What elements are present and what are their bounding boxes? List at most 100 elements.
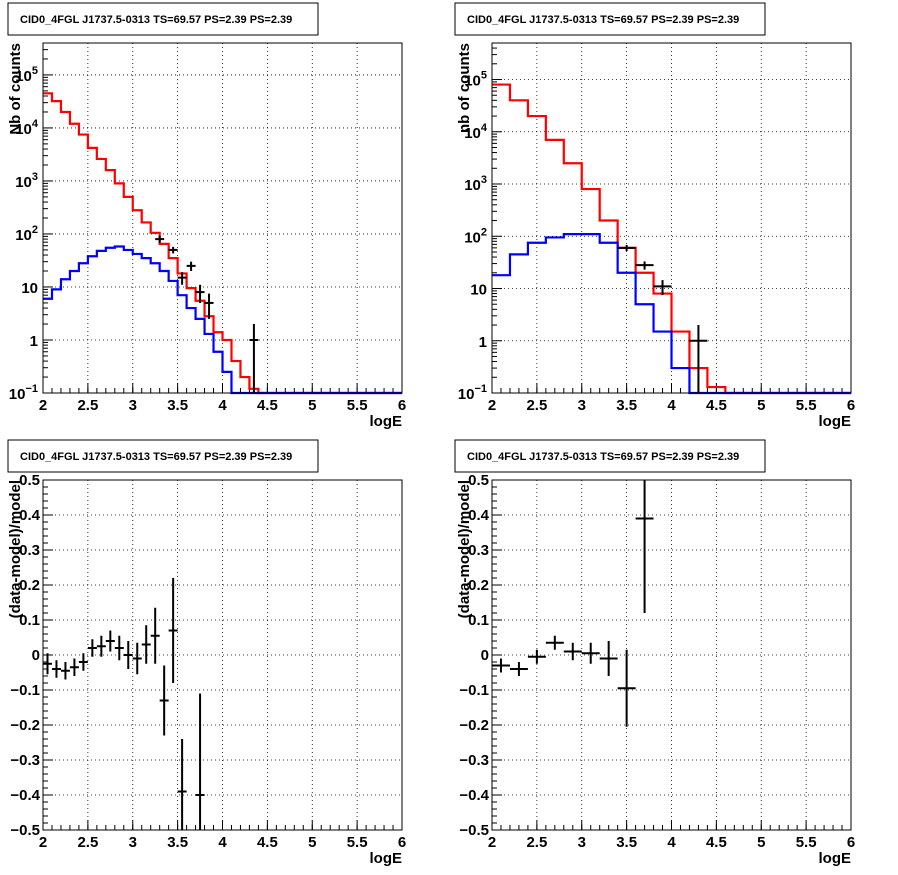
x-axis-label: logE <box>370 413 403 430</box>
data-point <box>141 625 151 664</box>
data-point <box>635 480 654 613</box>
title-box <box>454 439 766 473</box>
data-point <box>69 658 79 676</box>
data-point <box>204 293 214 319</box>
data-point <box>249 324 259 393</box>
data-point <box>527 649 546 664</box>
y-tick-exponent: 5 <box>481 70 487 82</box>
data-point <box>581 642 600 664</box>
x-tick-label: 5.5 <box>796 397 817 414</box>
data-point <box>177 272 187 285</box>
data-point <box>123 641 133 669</box>
x-tick-label: 2 <box>39 397 47 414</box>
y-tick-label: −0.4 <box>459 787 489 804</box>
y-tick-label: 0.4 <box>19 507 41 524</box>
y-tick-label: 0.5 <box>468 472 489 489</box>
data-point <box>114 635 124 661</box>
y-axis-label: (data-model)/model <box>456 480 473 618</box>
data-point <box>60 662 70 680</box>
y-tick-label: −0.2 <box>10 717 40 734</box>
data-point <box>599 641 618 676</box>
x-tick-label: 4.5 <box>706 397 727 414</box>
y-tick-label: 0.2 <box>468 577 489 594</box>
y-tick-exponent: 4 <box>32 118 39 130</box>
y-tick-label: −0.4 <box>10 787 40 804</box>
data-point <box>168 246 178 254</box>
x-tick-label: 2 <box>488 397 496 414</box>
data-point <box>51 660 61 678</box>
y-tick-base: 10 <box>464 229 481 246</box>
y-tick-exponent: 4 <box>481 122 488 134</box>
y-tick-exponent: −1 <box>474 383 487 395</box>
panel-bottom-left-residuals: CID0_4FGL J1737.5-0313 TS=69.57 PS=2.39 … <box>7 439 406 867</box>
model-step-series-0 <box>43 92 402 395</box>
panel-bottom-right-residuals: CID0_4FGL J1737.5-0313 TS=69.57 PS=2.39 … <box>454 439 855 867</box>
x-tick-label: 2 <box>488 834 496 851</box>
data-point <box>132 642 142 675</box>
y-tick-base: 10 <box>464 73 481 90</box>
y-tick-base: 10 <box>464 125 481 142</box>
x-tick-label: 3.5 <box>616 834 637 851</box>
y-tick-base: 1 <box>479 334 487 351</box>
model-step-series-1 <box>492 232 851 395</box>
x-tick-label: 2.5 <box>526 397 547 414</box>
y-tick-base: 10 <box>15 174 32 191</box>
data-point <box>509 662 528 676</box>
x-tick-label: 5.5 <box>796 834 817 851</box>
data-point <box>155 235 165 243</box>
x-tick-label: 4.5 <box>257 397 278 414</box>
y-tick-base: 10 <box>470 282 487 299</box>
y-axis-label: Nb of counts <box>7 43 24 135</box>
x-tick-label: 6 <box>398 834 406 851</box>
y-tick-label: 1 <box>30 333 38 350</box>
chart-title: CID0_4FGL J1737.5-0313 TS=69.57 PS=2.39 … <box>467 451 739 463</box>
y-tick-label: −0.3 <box>459 752 489 769</box>
data-point <box>177 739 187 830</box>
y-tick-label: 0.3 <box>468 542 489 559</box>
data-point <box>43 653 52 675</box>
y-tick-label: 104 <box>15 118 39 138</box>
y-tick-label: −0.1 <box>459 682 489 699</box>
x-tick-label: 3.5 <box>167 834 188 851</box>
data-point <box>105 630 115 652</box>
x-tick-label: 5 <box>757 834 765 851</box>
plot-frame <box>42 479 403 831</box>
y-axis-label: (data-model)/model <box>7 480 24 618</box>
chart-title: CID0_4FGL J1737.5-0313 TS=69.57 PS=2.39 … <box>20 451 292 463</box>
y-tick-label: 10 <box>21 280 38 297</box>
y-tick-label: −0.1 <box>10 682 40 699</box>
y-tick-exponent: 3 <box>32 171 38 183</box>
y-tick-label: −0.5 <box>459 822 489 839</box>
data-point <box>563 642 582 661</box>
data-point <box>635 261 654 270</box>
data-point <box>195 284 205 303</box>
x-tick-label: 5.5 <box>347 834 368 851</box>
x-tick-label: 2.5 <box>77 834 98 851</box>
title-box <box>7 439 319 473</box>
x-axis-label: logE <box>370 850 403 867</box>
x-tick-label: 3.5 <box>616 397 637 414</box>
x-tick-label: 2.5 <box>77 397 98 414</box>
plot-frame <box>491 42 852 394</box>
x-tick-label: 3 <box>578 397 586 414</box>
data-point <box>689 325 708 393</box>
x-tick-label: 5 <box>308 834 316 851</box>
chart-title: CID0_4FGL J1737.5-0313 TS=69.57 PS=2.39 … <box>467 14 739 26</box>
data-point <box>617 245 636 252</box>
x-tick-label: 2.5 <box>526 834 547 851</box>
y-tick-label: 0.4 <box>468 507 490 524</box>
plot-frame <box>42 42 403 394</box>
data-point <box>78 653 88 671</box>
x-tick-label: 4 <box>218 834 227 851</box>
data-point <box>96 635 106 657</box>
y-tick-label: −0.3 <box>10 752 40 769</box>
data-point <box>168 578 178 683</box>
y-tick-label: 103 <box>15 171 38 191</box>
x-tick-label: 4 <box>218 397 227 414</box>
y-tick-base: 10 <box>9 386 26 403</box>
x-tick-label: 3.5 <box>167 397 188 414</box>
y-tick-label: 105 <box>464 70 487 90</box>
y-tick-label: 0.3 <box>19 542 40 559</box>
y-tick-label: 10−1 <box>458 383 487 403</box>
